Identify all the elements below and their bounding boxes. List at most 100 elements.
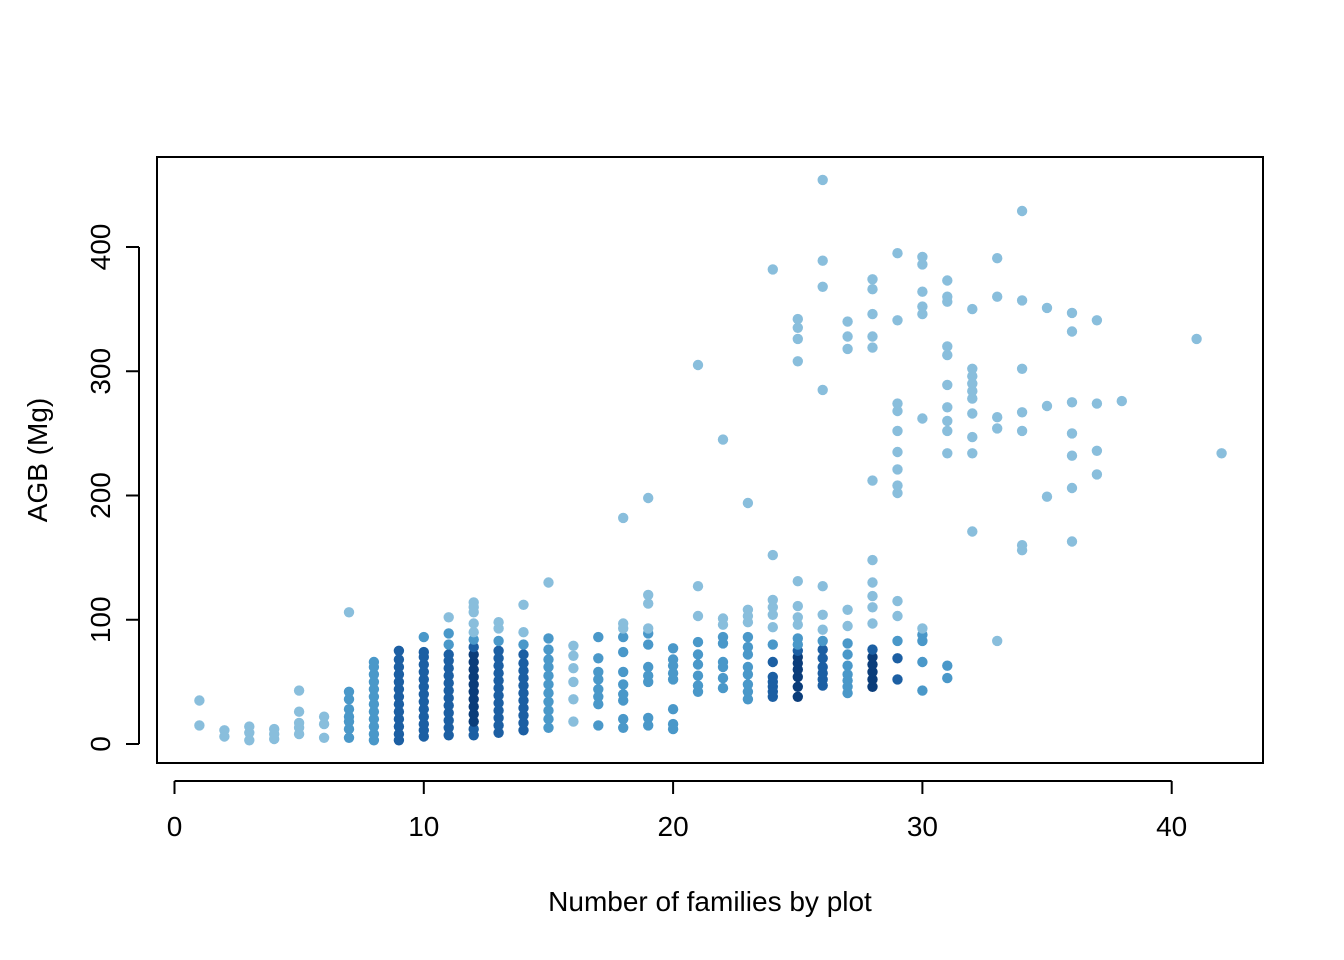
data-point [618,512,629,524]
data-point [717,631,729,643]
data-point [692,636,704,648]
data-point [593,720,604,731]
data-point [293,717,305,729]
data-point [892,464,903,475]
data-point [967,408,978,419]
data-point [518,680,529,691]
data-point [842,660,853,671]
data-point [767,656,778,668]
data-point [917,301,928,312]
data-point [543,713,554,725]
data-point [593,691,604,702]
data-point [1066,428,1078,439]
data-point [518,695,529,706]
data-point [1016,540,1028,551]
data-point [1066,307,1078,319]
data-point [1041,302,1053,314]
data-point [368,706,380,717]
data-point [468,701,479,712]
data-point [942,379,953,391]
data-point [692,610,704,622]
data-point [468,723,479,735]
data-point [493,705,504,716]
data-point [393,684,405,695]
data-point [692,680,704,691]
x-tick-label: 40 [1156,811,1187,842]
data-point [867,342,878,353]
data-point [942,291,953,302]
data-point [1091,469,1103,480]
data-point [1041,491,1053,502]
data-point [892,674,903,685]
data-point [742,631,754,643]
data-point [1066,326,1078,337]
data-point [1016,425,1028,437]
data-point [493,645,504,656]
data-point [717,682,729,694]
data-point [318,732,330,743]
data-point [942,349,953,361]
data-point [817,624,828,635]
data-point [643,720,654,731]
data-point [244,721,255,732]
data-point [643,670,654,681]
data-point [1091,445,1103,456]
data-point [568,694,579,705]
data-point [942,275,953,286]
data-point [543,687,554,699]
x-tick-label: 30 [907,811,938,842]
data-point [418,696,429,707]
data-point [393,706,405,717]
data-point [792,612,803,623]
data-point [493,697,504,709]
data-point [767,622,778,633]
data-point [767,264,778,275]
data-point [1016,295,1028,306]
data-point [817,255,828,266]
data-point [443,730,454,741]
data-point [418,704,429,715]
data-point [867,602,878,613]
data-point [368,656,380,668]
data-point [643,639,654,650]
x-tick-label: 0 [167,811,183,842]
data-point [742,661,754,673]
data-point [343,686,355,697]
data-point [817,609,828,620]
data-point [967,448,978,459]
data-point [443,639,454,650]
data-point [393,691,405,702]
data-point [867,659,878,670]
data-point [493,712,504,724]
data-point [418,681,429,692]
data-point [967,431,978,443]
data-point [792,576,803,587]
data-point [618,666,629,678]
data-point [643,712,654,724]
data-point [568,716,579,727]
data-point [867,475,878,486]
y-tick-label: 300 [85,348,116,395]
plot-frame [156,156,1264,764]
data-point [742,679,754,690]
data-point [867,666,878,678]
data-point [817,661,828,673]
data-point [917,251,928,263]
data-point [867,651,878,663]
data-point [543,644,554,655]
data-point [967,526,978,537]
data-point [867,274,878,285]
x-axis-title: Number of families by plot [548,886,872,917]
data-point [443,700,454,711]
data-point [992,291,1003,302]
data-point [992,423,1003,434]
data-point [892,398,903,409]
data-point [568,650,579,661]
data-point [343,732,355,743]
data-point [792,671,803,683]
data-point [518,710,529,721]
data-point [543,670,554,681]
data-point [917,685,928,696]
data-point [593,684,604,695]
